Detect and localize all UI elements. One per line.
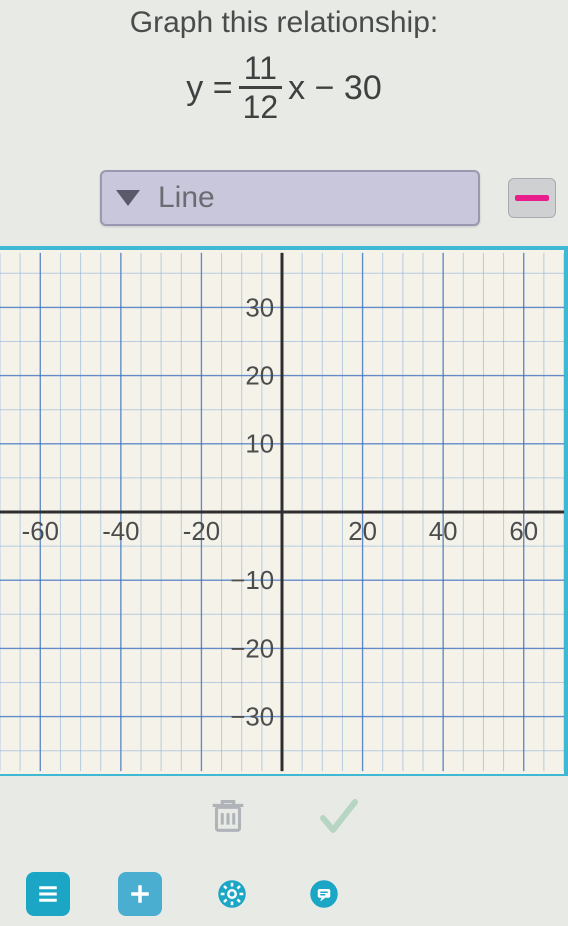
tool-label: Line: [158, 181, 215, 215]
svg-text:60: 60: [509, 518, 538, 546]
svg-text:40: 40: [429, 518, 458, 546]
color-swatch[interactable]: [508, 178, 556, 218]
equation-denominator: 12: [239, 91, 283, 123]
svg-text:-40: -40: [102, 518, 139, 546]
equation-numerator: 11: [240, 52, 281, 84]
chevron-down-icon: [116, 190, 140, 206]
svg-text:20: 20: [245, 363, 274, 391]
svg-text:-20: -20: [183, 518, 220, 546]
svg-text:30: 30: [245, 294, 274, 322]
svg-text:−10: −10: [230, 567, 274, 595]
grid-svg: -60 -40 -20 20 40 60 10 20 30 −10 −20 −30: [0, 250, 564, 774]
svg-text:−20: −20: [230, 635, 274, 663]
equation: y = 11 12 x − 30: [0, 52, 568, 123]
equation-lhs: y =: [186, 71, 232, 105]
tool-dropdown[interactable]: Line: [100, 170, 480, 226]
chat-icon[interactable]: [302, 872, 346, 916]
menu-icon[interactable]: [26, 872, 70, 916]
trash-icon[interactable]: [205, 792, 251, 845]
check-icon[interactable]: [315, 792, 363, 845]
prompt-text: Graph this relationship:: [0, 6, 568, 40]
graph-canvas[interactable]: -60 -40 -20 20 40 60 10 20 30 −10 −20 −30: [0, 246, 568, 776]
plus-icon[interactable]: [118, 872, 162, 916]
svg-text:-60: -60: [22, 518, 59, 546]
equation-tail: x − 30: [288, 71, 382, 105]
app-bar: [26, 872, 346, 916]
gear-icon[interactable]: [210, 872, 254, 916]
svg-text:10: 10: [245, 431, 274, 459]
color-bar: [515, 195, 549, 201]
svg-text:−30: −30: [230, 704, 274, 732]
svg-text:20: 20: [348, 518, 377, 546]
equation-fraction: 11 12: [239, 52, 283, 123]
